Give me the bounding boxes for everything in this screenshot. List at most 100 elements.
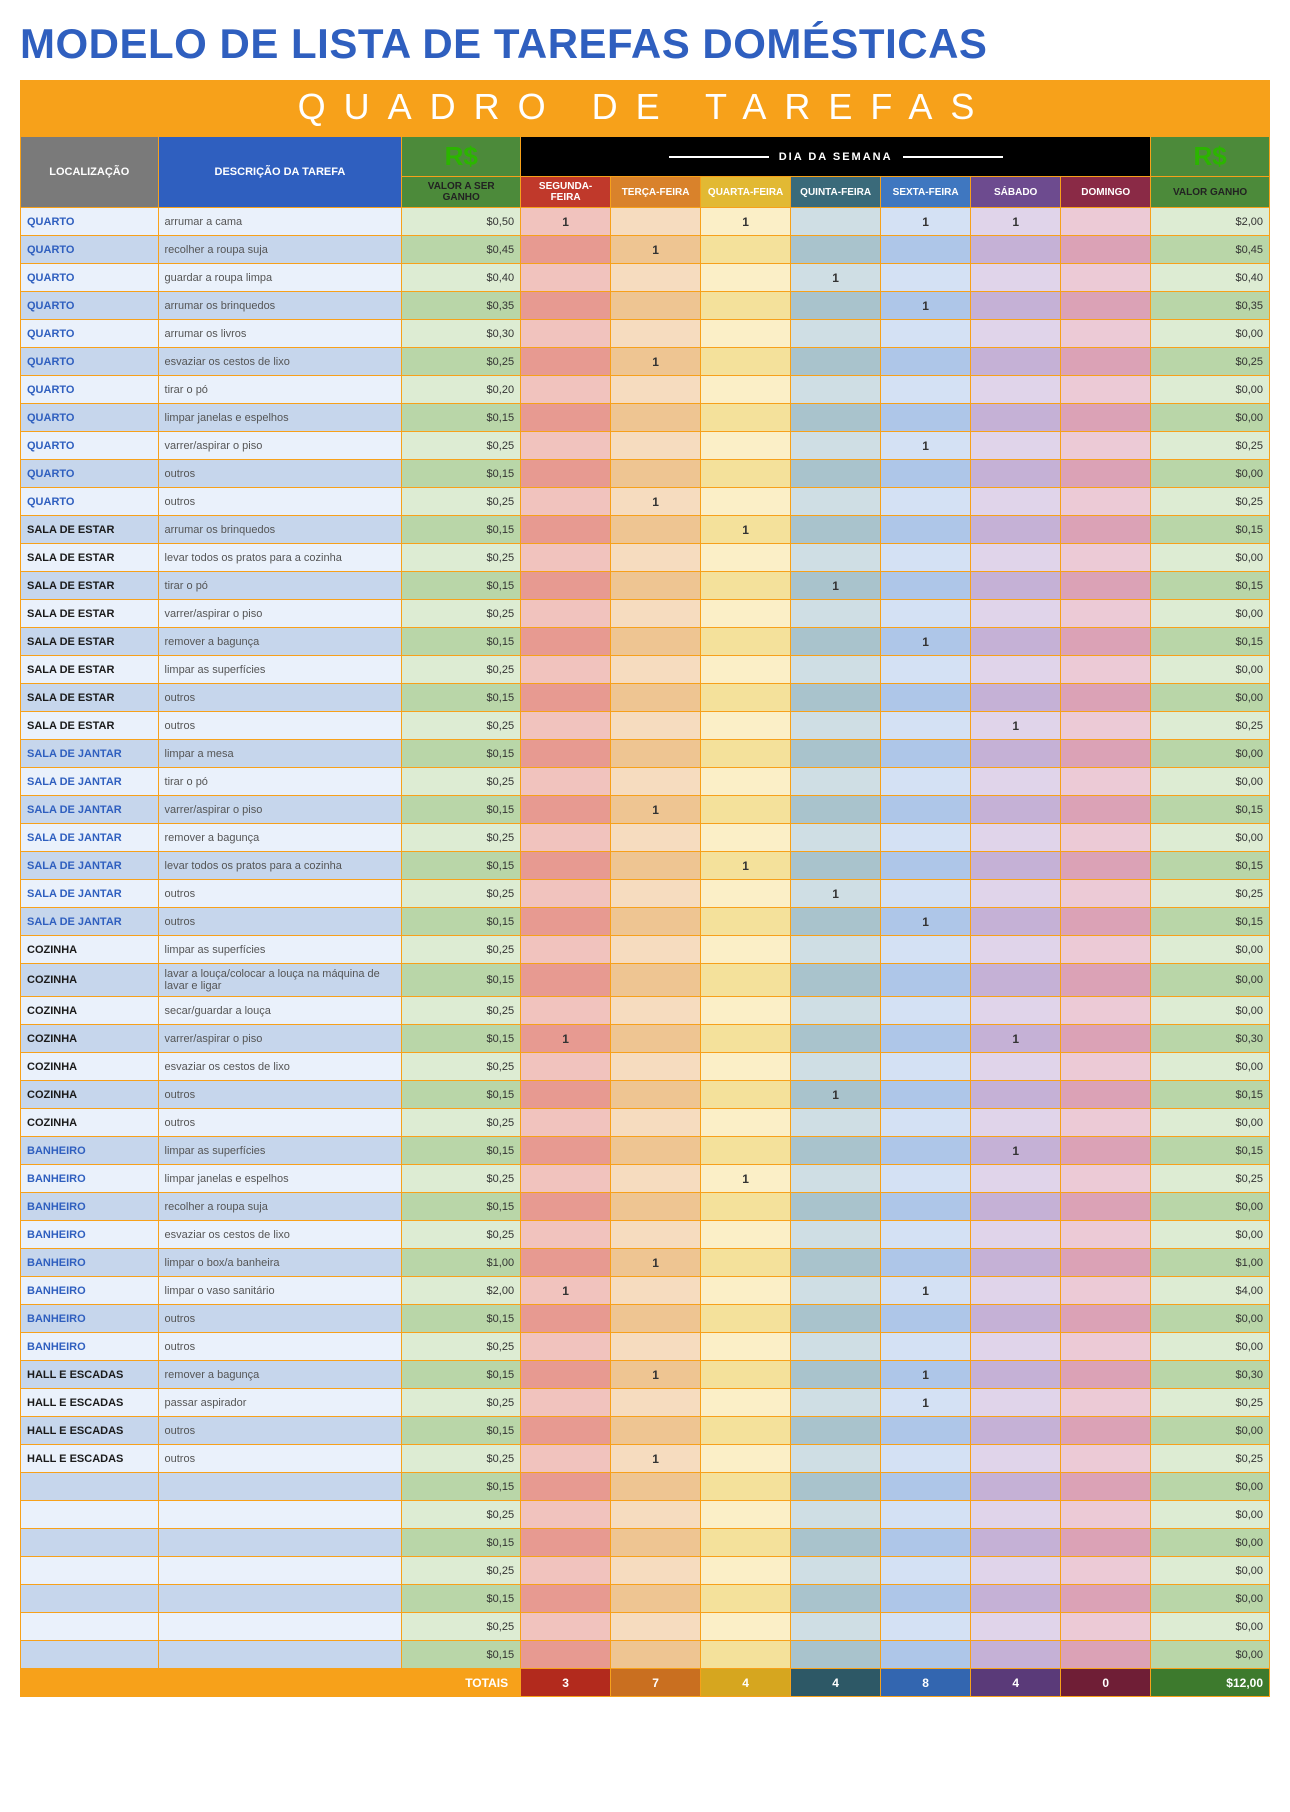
cell-description[interactable]: arrumar os livros xyxy=(158,320,402,348)
cell-day-2[interactable] xyxy=(701,1501,791,1529)
cell-day-2[interactable] xyxy=(701,1389,791,1417)
cell-description[interactable]: limpar as superfícies xyxy=(158,936,402,964)
cell-day-2[interactable] xyxy=(701,600,791,628)
cell-day-5[interactable] xyxy=(971,740,1061,768)
cell-day-3[interactable] xyxy=(791,1333,881,1361)
cell-day-4[interactable] xyxy=(881,740,971,768)
cell-description[interactable]: limpar o box/a banheira xyxy=(158,1249,402,1277)
cell-description[interactable]: outros xyxy=(158,1445,402,1473)
cell-description[interactable]: passar aspirador xyxy=(158,1389,402,1417)
cell-day-3[interactable]: 1 xyxy=(791,1081,881,1109)
cell-day-1[interactable] xyxy=(611,460,701,488)
cell-day-4[interactable] xyxy=(881,1501,971,1529)
cell-location[interactable]: COZINHA xyxy=(21,1053,159,1081)
cell-day-2[interactable] xyxy=(701,908,791,936)
cell-day-1[interactable] xyxy=(611,432,701,460)
cell-day-3[interactable] xyxy=(791,908,881,936)
cell-description[interactable]: limpar o vaso sanitário xyxy=(158,1277,402,1305)
cell-day-4[interactable]: 1 xyxy=(881,908,971,936)
cell-day-5[interactable] xyxy=(971,1417,1061,1445)
cell-day-0[interactable] xyxy=(521,1529,611,1557)
cell-day-2[interactable] xyxy=(701,488,791,516)
cell-day-5[interactable] xyxy=(971,1361,1061,1389)
cell-day-5[interactable] xyxy=(971,404,1061,432)
cell-day-0[interactable] xyxy=(521,1501,611,1529)
cell-day-6[interactable] xyxy=(1061,628,1151,656)
cell-day-0[interactable]: 1 xyxy=(521,1025,611,1053)
cell-day-4[interactable] xyxy=(881,1417,971,1445)
cell-day-1[interactable] xyxy=(611,1473,701,1501)
cell-day-3[interactable] xyxy=(791,236,881,264)
cell-description[interactable]: limpar janelas e espelhos xyxy=(158,1165,402,1193)
cell-day-6[interactable] xyxy=(1061,908,1151,936)
cell-value-to-earn[interactable]: $0,15 xyxy=(402,516,521,544)
cell-location[interactable]: SALA DE JANTAR xyxy=(21,768,159,796)
cell-day-3[interactable] xyxy=(791,1193,881,1221)
cell-day-2[interactable] xyxy=(701,1361,791,1389)
cell-day-1[interactable] xyxy=(611,964,701,997)
cell-day-4[interactable] xyxy=(881,460,971,488)
cell-location[interactable]: BANHEIRO xyxy=(21,1305,159,1333)
cell-day-0[interactable] xyxy=(521,1193,611,1221)
cell-value-to-earn[interactable]: $0,15 xyxy=(402,1137,521,1165)
cell-day-4[interactable] xyxy=(881,1613,971,1641)
cell-day-0[interactable] xyxy=(521,684,611,712)
cell-day-3[interactable] xyxy=(791,208,881,236)
cell-day-3[interactable] xyxy=(791,1137,881,1165)
cell-value-to-earn[interactable]: $0,25 xyxy=(402,1109,521,1137)
cell-day-3[interactable] xyxy=(791,348,881,376)
cell-day-2[interactable] xyxy=(701,1529,791,1557)
cell-day-3[interactable]: 1 xyxy=(791,880,881,908)
cell-day-3[interactable] xyxy=(791,1249,881,1277)
cell-day-0[interactable] xyxy=(521,572,611,600)
cell-day-5[interactable] xyxy=(971,348,1061,376)
cell-day-6[interactable] xyxy=(1061,684,1151,712)
cell-day-1[interactable] xyxy=(611,852,701,880)
cell-day-6[interactable] xyxy=(1061,516,1151,544)
cell-location[interactable]: SALA DE ESTAR xyxy=(21,684,159,712)
cell-day-3[interactable] xyxy=(791,460,881,488)
cell-day-5[interactable] xyxy=(971,852,1061,880)
cell-day-4[interactable]: 1 xyxy=(881,1361,971,1389)
cell-description[interactable]: outros xyxy=(158,1305,402,1333)
cell-day-4[interactable] xyxy=(881,1305,971,1333)
cell-day-5[interactable] xyxy=(971,684,1061,712)
cell-day-2[interactable] xyxy=(701,404,791,432)
cell-day-2[interactable] xyxy=(701,1305,791,1333)
cell-day-0[interactable] xyxy=(521,1333,611,1361)
cell-day-0[interactable] xyxy=(521,376,611,404)
cell-description[interactable]: esvaziar os cestos de lixo xyxy=(158,1053,402,1081)
cell-day-5[interactable] xyxy=(971,1333,1061,1361)
cell-day-6[interactable] xyxy=(1061,852,1151,880)
cell-day-3[interactable] xyxy=(791,824,881,852)
cell-day-2[interactable] xyxy=(701,432,791,460)
cell-day-5[interactable] xyxy=(971,1473,1061,1501)
cell-day-0[interactable] xyxy=(521,1305,611,1333)
cell-description[interactable]: lavar a louça/colocar a louça na máquina… xyxy=(158,964,402,997)
cell-day-2[interactable] xyxy=(701,796,791,824)
cell-value-to-earn[interactable]: $0,15 xyxy=(402,684,521,712)
cell-day-6[interactable] xyxy=(1061,600,1151,628)
cell-day-5[interactable] xyxy=(971,1557,1061,1585)
cell-day-4[interactable] xyxy=(881,1333,971,1361)
cell-day-1[interactable] xyxy=(611,1305,701,1333)
cell-day-0[interactable] xyxy=(521,824,611,852)
cell-day-3[interactable] xyxy=(791,1109,881,1137)
cell-day-0[interactable] xyxy=(521,712,611,740)
cell-day-1[interactable] xyxy=(611,936,701,964)
cell-day-6[interactable] xyxy=(1061,656,1151,684)
cell-day-2[interactable] xyxy=(701,997,791,1025)
cell-day-0[interactable] xyxy=(521,1165,611,1193)
cell-day-2[interactable] xyxy=(701,1473,791,1501)
cell-description[interactable]: outros xyxy=(158,712,402,740)
cell-day-2[interactable] xyxy=(701,376,791,404)
cell-day-3[interactable] xyxy=(791,796,881,824)
cell-value-to-earn[interactable]: $0,25 xyxy=(402,1333,521,1361)
cell-day-3[interactable] xyxy=(791,1305,881,1333)
cell-day-3[interactable] xyxy=(791,656,881,684)
cell-day-3[interactable] xyxy=(791,1165,881,1193)
cell-day-4[interactable] xyxy=(881,1529,971,1557)
cell-value-to-earn[interactable]: $0,25 xyxy=(402,712,521,740)
cell-day-5[interactable] xyxy=(971,1305,1061,1333)
cell-location[interactable]: BANHEIRO xyxy=(21,1221,159,1249)
